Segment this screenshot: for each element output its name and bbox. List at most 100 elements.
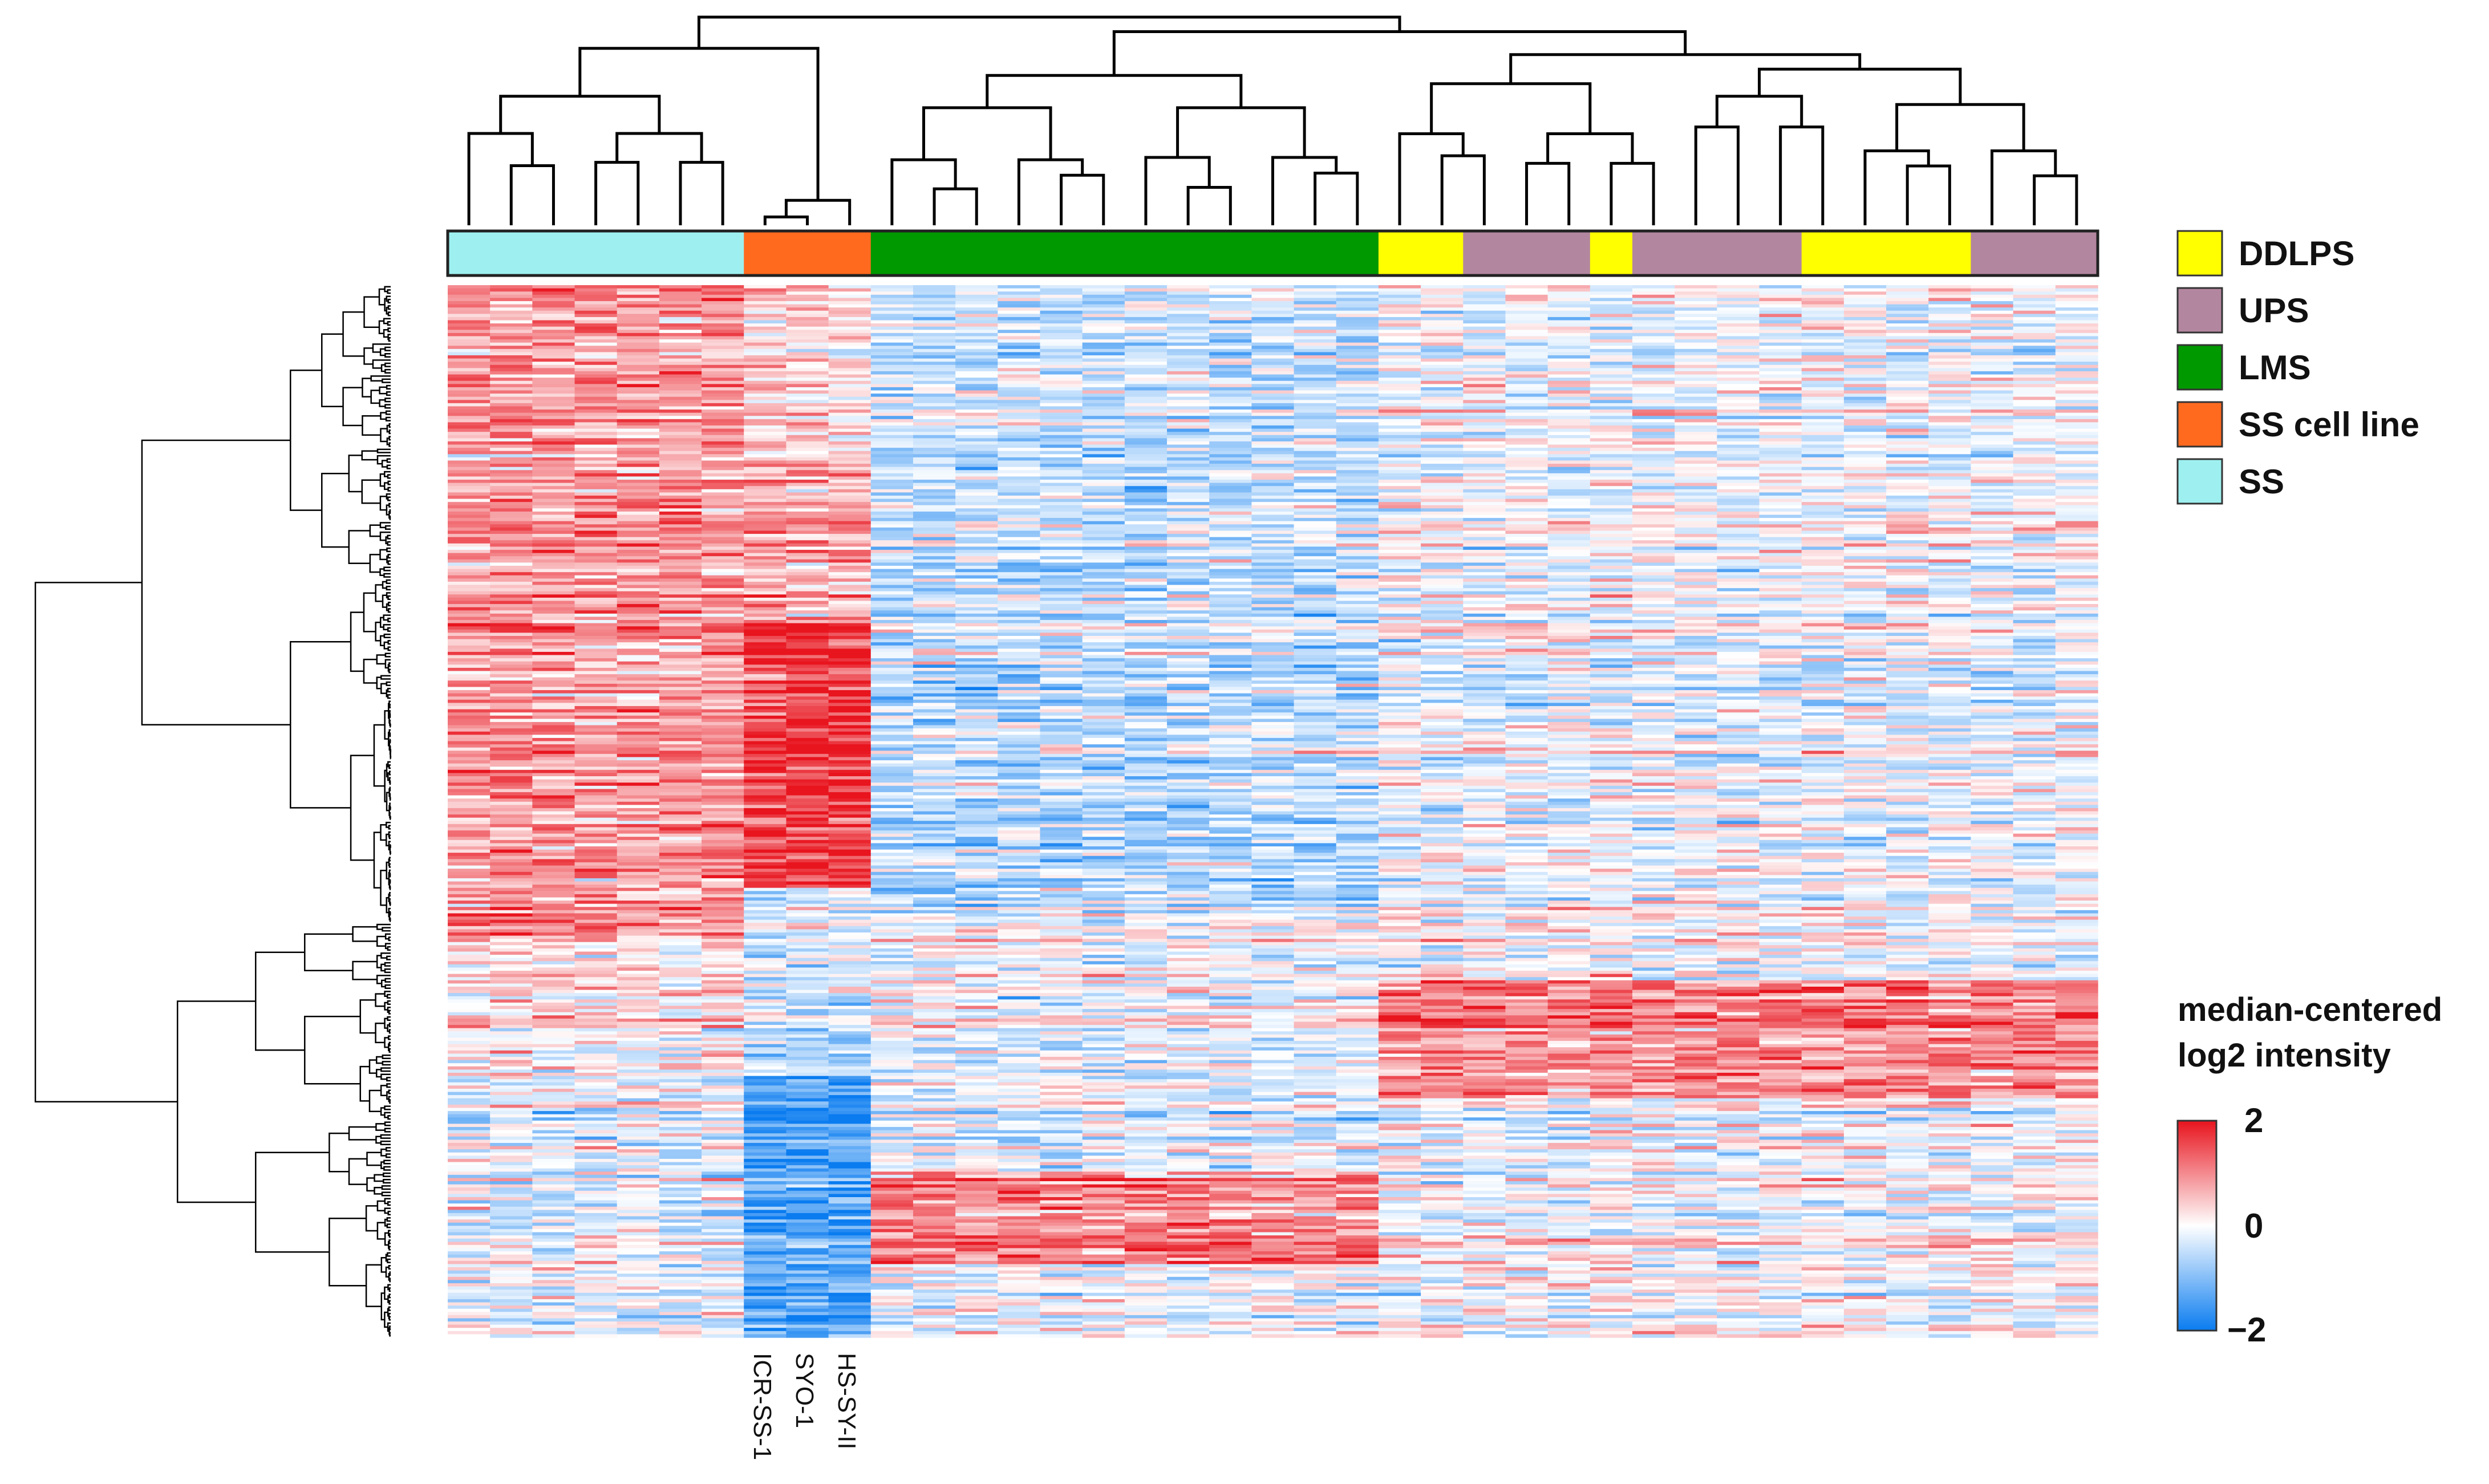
- heat-cell: [617, 1248, 660, 1252]
- heat-cell: [702, 518, 744, 522]
- heat-cell: [913, 974, 956, 978]
- row-dendrogram-branch: [389, 509, 391, 514]
- heat-cell: [913, 1063, 956, 1067]
- heat-cell: [702, 837, 744, 841]
- heat-cell: [913, 1127, 956, 1131]
- heat-cell: [870, 808, 914, 812]
- heat-cell: [617, 435, 660, 439]
- heat-cell: [744, 789, 787, 793]
- heat-cell: [786, 1162, 829, 1166]
- heat-cell: [574, 1219, 618, 1223]
- heat-cell: [913, 1047, 956, 1051]
- heat-cell: [870, 993, 914, 997]
- heat-cell: [828, 808, 871, 812]
- heat-cell: [448, 1260, 490, 1265]
- heat-cell: [828, 1184, 871, 1188]
- heat-cell: [913, 1079, 956, 1083]
- heat-cell: [574, 444, 618, 448]
- row-dendrogram-branch: [388, 1264, 391, 1270]
- heat-cell: [744, 1197, 787, 1201]
- heat-cell: [744, 626, 787, 630]
- heat-cell: [659, 1002, 702, 1007]
- heat-cell: [448, 833, 490, 837]
- heat-cell: [448, 926, 490, 930]
- heat-cell: [744, 352, 787, 356]
- heat-cell: [659, 907, 702, 911]
- heat-cell: [448, 757, 490, 761]
- heat-cell: [617, 1050, 660, 1055]
- heat-cell: [448, 482, 490, 486]
- heat-cell: [532, 741, 575, 745]
- heat-cell: [702, 1009, 744, 1013]
- heat-cell: [744, 792, 787, 796]
- heat-cell: [574, 846, 618, 850]
- heat-cell: [532, 1136, 575, 1141]
- heat-cell: [574, 843, 618, 847]
- heat-cell: [955, 1136, 999, 1141]
- heat-cell: [744, 923, 787, 927]
- heat-cell: [828, 1031, 871, 1035]
- heat-cell: [786, 1130, 829, 1134]
- heat-cell: [574, 425, 618, 429]
- heat-cell: [955, 464, 999, 468]
- heat-cell: [870, 1158, 914, 1163]
- heat-cell: [828, 1069, 871, 1073]
- heat-cell: [870, 1216, 914, 1220]
- heat-cell: [574, 1228, 618, 1233]
- row-dendrogram-branch: [388, 423, 391, 428]
- heat-cell: [659, 639, 702, 643]
- heat-cell: [617, 801, 660, 806]
- heat-cell: [490, 1117, 533, 1121]
- heat-cell: [998, 923, 1041, 927]
- heat-cell: [955, 1190, 999, 1195]
- heat-cell: [448, 853, 490, 857]
- heat-cell: [490, 1037, 533, 1041]
- heat-cell: [490, 894, 533, 898]
- heat-cell: [532, 1219, 575, 1223]
- heat-cell: [828, 776, 871, 780]
- heat-cell: [617, 715, 660, 720]
- heat-cell: [870, 1283, 914, 1287]
- heat-cell: [744, 651, 787, 656]
- heat-cell: [659, 1283, 702, 1287]
- heat-cell: [702, 964, 744, 968]
- heat-cell: [532, 830, 575, 834]
- heat-cell: [955, 451, 999, 455]
- heat-cell: [617, 364, 660, 369]
- heat-cell: [702, 817, 744, 821]
- heat-cell: [998, 588, 1041, 592]
- heat-cell: [913, 1324, 956, 1328]
- heat-cell: [490, 996, 533, 1000]
- col-dendrogram-branch: [1715, 95, 1803, 127]
- heat-cell: [955, 1283, 999, 1287]
- heat-cell: [786, 715, 829, 720]
- heat-cell: [532, 878, 575, 882]
- heat-cell: [574, 454, 618, 458]
- heat-cell: [828, 1060, 871, 1064]
- row-dendrogram-branch: [329, 1132, 350, 1173]
- heat-cell: [744, 907, 787, 911]
- heat-cell: [702, 792, 744, 796]
- heat-cell: [955, 390, 999, 394]
- heat-cell: [617, 971, 660, 975]
- heat-cell: [828, 1334, 871, 1338]
- heat-cell: [998, 467, 1041, 471]
- heat-cell: [448, 467, 490, 471]
- heat-cell: [532, 1331, 575, 1335]
- heat-cell: [574, 639, 618, 643]
- heat-cell: [828, 1171, 871, 1175]
- heat-cell: [998, 1072, 1041, 1077]
- heat-cell: [870, 767, 914, 771]
- heat-cell: [744, 1152, 787, 1157]
- heat-cell: [490, 425, 533, 429]
- row-dendrogram-branch: [387, 731, 390, 747]
- heat-cell: [744, 1232, 787, 1236]
- heat-cell: [448, 1324, 490, 1328]
- heat-cell: [828, 412, 871, 416]
- heat-cell: [998, 958, 1041, 962]
- heat-cell: [828, 432, 871, 436]
- heat-cell: [955, 1267, 999, 1271]
- heat-cell: [870, 1308, 914, 1312]
- row-dendrogram-branch: [387, 688, 391, 693]
- heat-cell: [617, 1041, 660, 1045]
